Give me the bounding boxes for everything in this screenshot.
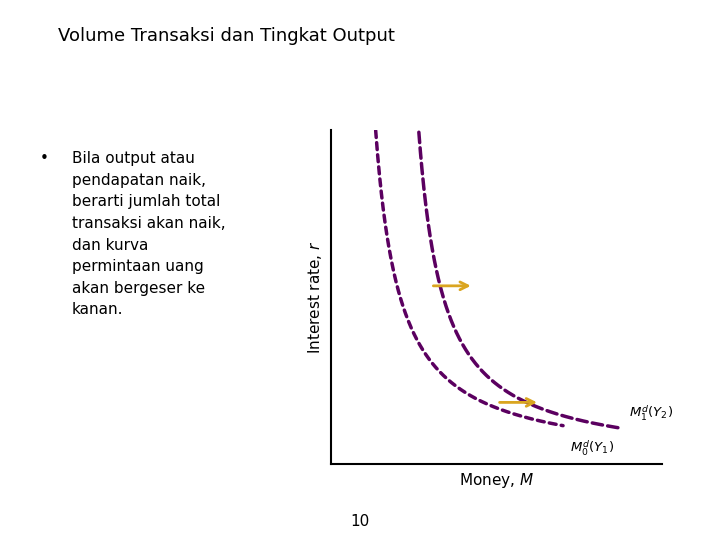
Text: $M_0^d(Y_1)$: $M_0^d(Y_1)$ bbox=[570, 438, 613, 458]
Text: •: • bbox=[40, 151, 48, 166]
Y-axis label: Interest rate, $\it{r}$: Interest rate, $\it{r}$ bbox=[306, 240, 324, 354]
Text: 10: 10 bbox=[351, 514, 369, 529]
X-axis label: Money, $\it{M}$: Money, $\it{M}$ bbox=[459, 471, 534, 490]
Text: $M_1^d(Y_2)$: $M_1^d(Y_2)$ bbox=[629, 404, 673, 423]
Text: Bila output atau
pendapatan naik,
berarti jumlah total
transaksi akan naik,
dan : Bila output atau pendapatan naik, berart… bbox=[72, 151, 225, 318]
Text: Volume Transaksi dan Tingkat Output: Volume Transaksi dan Tingkat Output bbox=[58, 27, 395, 45]
